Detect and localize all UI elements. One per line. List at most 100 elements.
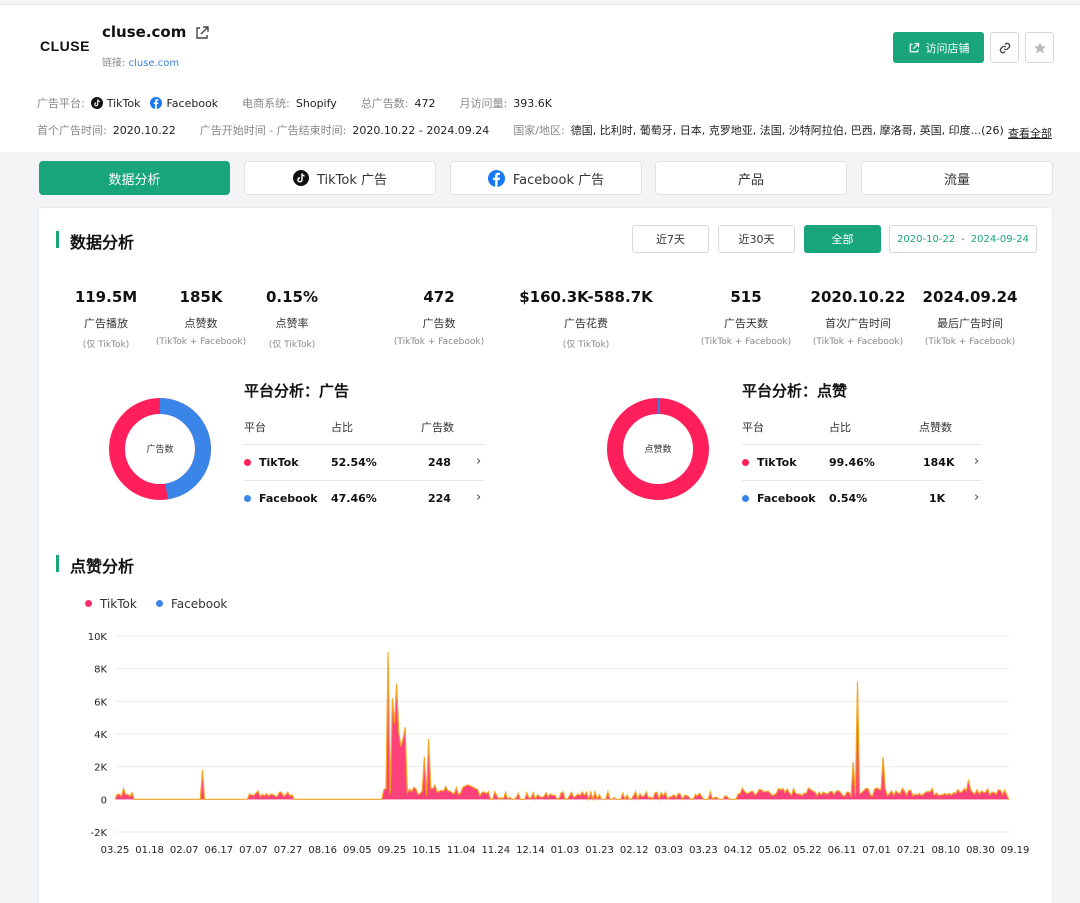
ecommerce-label: 电商系统: [242, 97, 290, 110]
x-tick-label: 08.16 [308, 845, 337, 856]
donut-center-label: 点赞数 [644, 443, 671, 455]
total-ads-value: 472 [414, 96, 436, 110]
star-icon [1033, 41, 1046, 53]
shop-name: cluse.com [102, 23, 187, 41]
chevron-right-icon[interactable]: › [476, 490, 482, 505]
x-tick-label: 07.01 [862, 845, 891, 856]
x-tick-label: 05.22 [793, 845, 822, 856]
tab-data-analysis[interactable]: 数据分析 [39, 161, 230, 195]
chevron-right-icon[interactable]: › [974, 490, 980, 505]
legend-label: Facebook [171, 597, 228, 611]
y-tick-label: 10K [88, 632, 108, 643]
tiktok-icon [90, 97, 103, 109]
col-share: 占比 [331, 421, 353, 434]
chevron-right-icon[interactable]: › [476, 454, 482, 469]
link-icon [999, 42, 1010, 53]
platform-tiktok-label: TikTok [106, 96, 141, 110]
donut-center-label: 广告数 [146, 443, 173, 455]
table-row-tiktok-platform: TikTok [742, 456, 797, 469]
facebook-icon [150, 97, 163, 109]
col-count: 点赞数 [919, 421, 952, 434]
stat-label: 最后广告时间 [937, 317, 1003, 330]
stat-ad-days: 515 广告天数 (TikTok + Facebook) [686, 288, 806, 347]
col-platform: 平台 [244, 421, 266, 434]
shop-logo: CLUSE [40, 38, 90, 54]
platform-likes-title: 平台分析：点赞 [742, 382, 848, 400]
x-tick-label: 01.18 [135, 845, 164, 856]
date-from: 2020-10-22 [897, 233, 956, 245]
stat-value: 119.5M [74, 288, 138, 306]
stat-label: 首次广告时间 [825, 317, 891, 330]
platform-likes-donut: 点赞数 [607, 398, 709, 500]
divider [742, 480, 982, 481]
x-tick-label: 06.17 [205, 845, 234, 856]
divider [244, 480, 484, 481]
meta-row-1: 广告平台: TikTok Facebook 电商系统: Shopify 总广告数… [37, 95, 552, 111]
row-platform: TikTok [757, 456, 797, 469]
legend-tiktok[interactable]: TikTok [85, 597, 137, 611]
tab-facebook-ads[interactable]: Facebook 广告 [450, 161, 642, 195]
x-tick-label: 08.10 [931, 845, 960, 856]
x-tick-label: 08.30 [966, 845, 995, 856]
x-tick-label: 07.21 [897, 845, 926, 856]
x-tick-label: 06.11 [828, 845, 857, 856]
y-tick-label: 2K [94, 763, 107, 774]
x-tick-label: 03.23 [689, 845, 718, 856]
date-range-picker[interactable]: 2020-10-22 - 2024-09-24 [889, 225, 1037, 253]
tiktok-area-series [115, 652, 1009, 800]
platform-ads-title: 平台分析：广告 [244, 382, 350, 400]
stat-like-rate: 0.15% 点赞率 (仅 TikTok) [232, 288, 352, 350]
likes-area-chart: 10K 8K 6K 4K 2K 0 -2K 03.25 01.18 02.07 06.17 07.07… [88, 632, 1030, 856]
stat-sub: (TikTok + Facebook) [924, 337, 1016, 347]
monthly-visits-label: 月访问量: [459, 97, 508, 110]
row-platform: Facebook [259, 492, 318, 505]
stat-label: 广告数 [422, 317, 456, 330]
ad-period-value: 2020.10.22 - 2024.09.24 [352, 123, 490, 137]
x-tick-label: 07.27 [274, 845, 303, 856]
stat-sub: (TikTok + Facebook) [700, 337, 792, 347]
shop-link[interactable]: cluse.com [128, 58, 180, 69]
tiktok-dot-icon [85, 599, 92, 607]
facebook-dot-icon [156, 599, 163, 607]
y-tick-label: -2K [90, 828, 107, 839]
x-tick-label: 10.15 [412, 845, 441, 856]
legend-facebook[interactable]: Facebook [156, 597, 227, 611]
stat-sub: (TikTok + Facebook) [812, 337, 904, 347]
ad-period-label: 广告开始时间 - 广告结束时间: [199, 124, 347, 137]
stat-value: 2020.10.22 [810, 288, 906, 306]
monthly-visits-value: 393.6K [513, 96, 552, 110]
external-link-icon[interactable] [194, 25, 210, 41]
copy-link-button[interactable] [990, 32, 1019, 63]
tab-label: Facebook 广告 [512, 172, 605, 188]
x-tick-label: 03.25 [101, 845, 130, 856]
divider [244, 444, 484, 445]
tab-products[interactable]: 产品 [655, 161, 847, 195]
meta-row-2: 首个广告时间: 2020.10.22 广告开始时间 - 广告结束时间: 2020… [37, 122, 1004, 138]
chevron-right-icon[interactable]: › [974, 454, 980, 469]
favorite-button[interactable] [1025, 32, 1054, 63]
analysis-card: 数据分析 近7天 近30天 全部 2020-10-22 - 2024-09-24… [38, 207, 1053, 903]
col-share: 占比 [829, 421, 851, 434]
tab-tiktok-ads[interactable]: TikTok 广告 [244, 161, 436, 195]
platform-ads-donut: 广告数 [109, 398, 211, 500]
date-to: 2024-09-24 [970, 233, 1029, 245]
range-7-days-button[interactable]: 近7天 [632, 225, 709, 253]
stat-label: 广告播放 [84, 317, 128, 330]
donut-segment-facebook [109, 398, 211, 500]
y-tick-label: 6K [94, 697, 107, 708]
total-ads-label: 总广告数: [360, 97, 409, 110]
row-share: 99.46% [829, 456, 875, 469]
row-share: 52.54% [331, 456, 377, 469]
tab-label: 流量 [943, 172, 970, 188]
tab-traffic[interactable]: 流量 [861, 161, 1053, 195]
x-tick-label: 04.12 [724, 845, 753, 856]
stat-last-ad: 2024.09.24 最后广告时间 (TikTok + Facebook) [910, 288, 1030, 347]
stat-value: 185K [179, 288, 223, 306]
x-tick-label: 02.12 [620, 845, 649, 856]
see-all-countries-link[interactable]: 查看全部 [1008, 127, 1052, 140]
stat-value: 0.15% [265, 288, 319, 306]
range-30-days-button[interactable]: 近30天 [718, 225, 795, 253]
platform-label: 广告平台: [37, 97, 85, 110]
visit-store-button[interactable]: 访问店铺 [893, 32, 984, 63]
range-all-button[interactable]: 全部 [804, 225, 881, 253]
